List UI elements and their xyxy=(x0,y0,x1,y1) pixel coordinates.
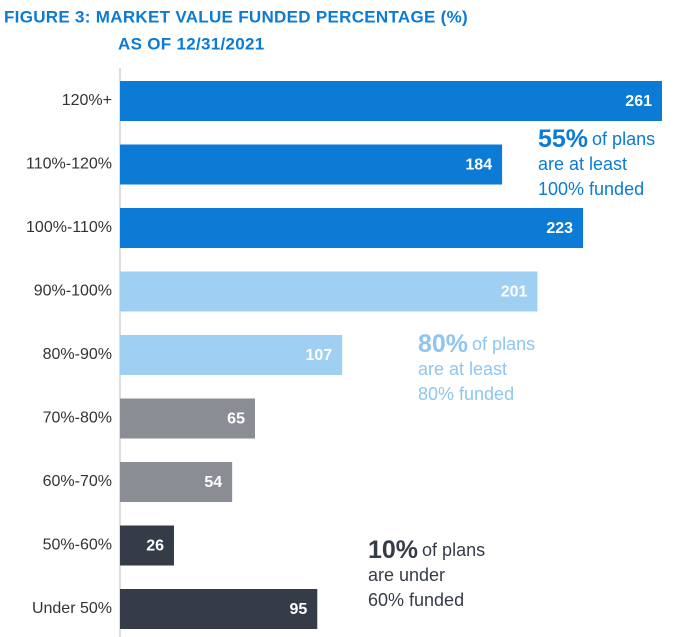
annotation-text: 60% funded xyxy=(368,590,464,610)
bar xyxy=(120,525,174,566)
category-label: 60%-70% xyxy=(43,473,112,490)
category-label: 90%-100% xyxy=(34,283,112,300)
annotation-text: are at least xyxy=(418,359,507,379)
annotation-text: of plans xyxy=(422,540,485,560)
value-label: 184 xyxy=(465,157,492,174)
annotation-highlight: 80% xyxy=(418,330,468,358)
category-label: 100%-110% xyxy=(26,219,112,236)
chart-title: FIGURE 3: MARKET VALUE FUNDED PERCENTAGE… xyxy=(4,7,468,26)
category-label: 50%-60% xyxy=(43,537,112,554)
value-label: 223 xyxy=(546,220,573,237)
bar xyxy=(120,144,503,185)
chart-subtitle: AS OF 12/31/2021 xyxy=(118,34,265,53)
category-label: 110%-120% xyxy=(26,156,112,173)
value-label: 26 xyxy=(146,538,164,555)
annotation-highlight: 55% xyxy=(538,125,588,153)
bar xyxy=(120,271,538,312)
bar xyxy=(120,335,343,375)
category-label: 120%+ xyxy=(62,92,112,109)
value-label: 95 xyxy=(289,601,307,618)
annotation-text: of plans xyxy=(472,334,535,354)
value-label: 201 xyxy=(501,284,528,301)
annotation: 10% of plans xyxy=(368,536,485,564)
bar xyxy=(120,589,318,629)
bar xyxy=(120,462,233,502)
value-label: 54 xyxy=(204,474,222,491)
category-label: 80%-90% xyxy=(43,346,112,363)
annotation-text: 100% funded xyxy=(538,179,644,199)
annotation-text: 80% funded xyxy=(418,384,514,404)
bar xyxy=(120,398,255,439)
annotation-text: are under xyxy=(368,565,445,585)
annotation: 55% of plans xyxy=(538,125,655,153)
bar xyxy=(120,81,662,121)
bar xyxy=(120,208,584,248)
value-label: 107 xyxy=(305,347,332,364)
annotation: 80% of plans xyxy=(418,330,535,358)
category-label: Under 50% xyxy=(32,600,112,617)
category-label: 70%-80% xyxy=(43,410,112,427)
value-label: 261 xyxy=(625,93,652,110)
annotation-highlight: 10% xyxy=(368,536,418,564)
annotation-text: are at least xyxy=(538,154,627,174)
annotation-text: of plans xyxy=(592,129,655,149)
value-label: 65 xyxy=(227,411,245,428)
